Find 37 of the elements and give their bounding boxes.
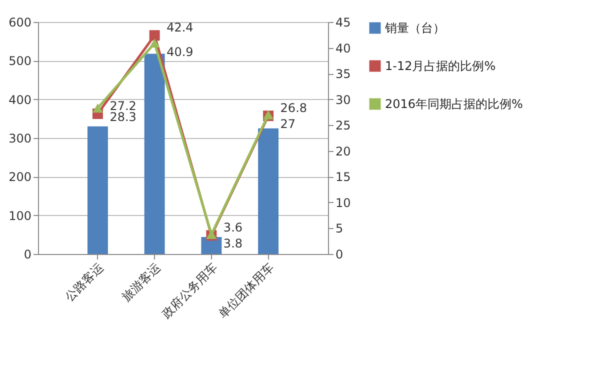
- data-label: 3.8: [223, 236, 243, 250]
- y-tick-label: 200: [8, 170, 32, 184]
- legend-label: 2016年同期占据的比例%: [385, 97, 523, 111]
- y2-tick-label: 45: [336, 16, 351, 30]
- point: [149, 30, 160, 41]
- y-tick-label: 0: [24, 248, 32, 262]
- y-tick-label: 500: [8, 54, 32, 68]
- data-label: 42.4: [166, 20, 194, 34]
- bar: [258, 128, 279, 254]
- data-label: 27: [280, 116, 296, 131]
- y2-tick-label: 30: [336, 92, 351, 107]
- point: [149, 38, 160, 48]
- data-label: 27.2: [110, 98, 136, 113]
- y2-tick-label: 35: [336, 67, 351, 82]
- x-tick-label: 单位团体用车: [216, 260, 277, 321]
- y-tick-label: 600: [8, 16, 32, 30]
- data-label: 40.9: [166, 45, 194, 60]
- bar: [144, 54, 165, 254]
- data-label: 26.8: [280, 100, 308, 115]
- y2-tick-label: 0: [336, 248, 344, 262]
- y2-tick-label: 20: [336, 144, 351, 158]
- legend-label: 1-12月占据的比例%: [385, 59, 496, 73]
- y2-tick-label: 40: [336, 41, 351, 56]
- data-label: 3.6: [223, 220, 243, 234]
- x-tick-label: 旅游客运: [119, 260, 164, 304]
- data-label: 28.3: [110, 110, 136, 124]
- point: [92, 104, 103, 113]
- y2-tick-label: 10: [336, 196, 351, 210]
- legend-label: 销量（台）: [384, 21, 445, 35]
- bar: [87, 126, 108, 254]
- y-tick-label: 100: [8, 208, 32, 223]
- y-tick-label: 400: [8, 92, 32, 107]
- y2-tick-label: 15: [336, 170, 351, 184]
- y2-tick-label: 25: [336, 118, 351, 133]
- y-tick-label: 300: [8, 132, 32, 146]
- x-tick-label: 公路客运: [62, 260, 106, 304]
- y2-tick-label: 5: [336, 222, 344, 236]
